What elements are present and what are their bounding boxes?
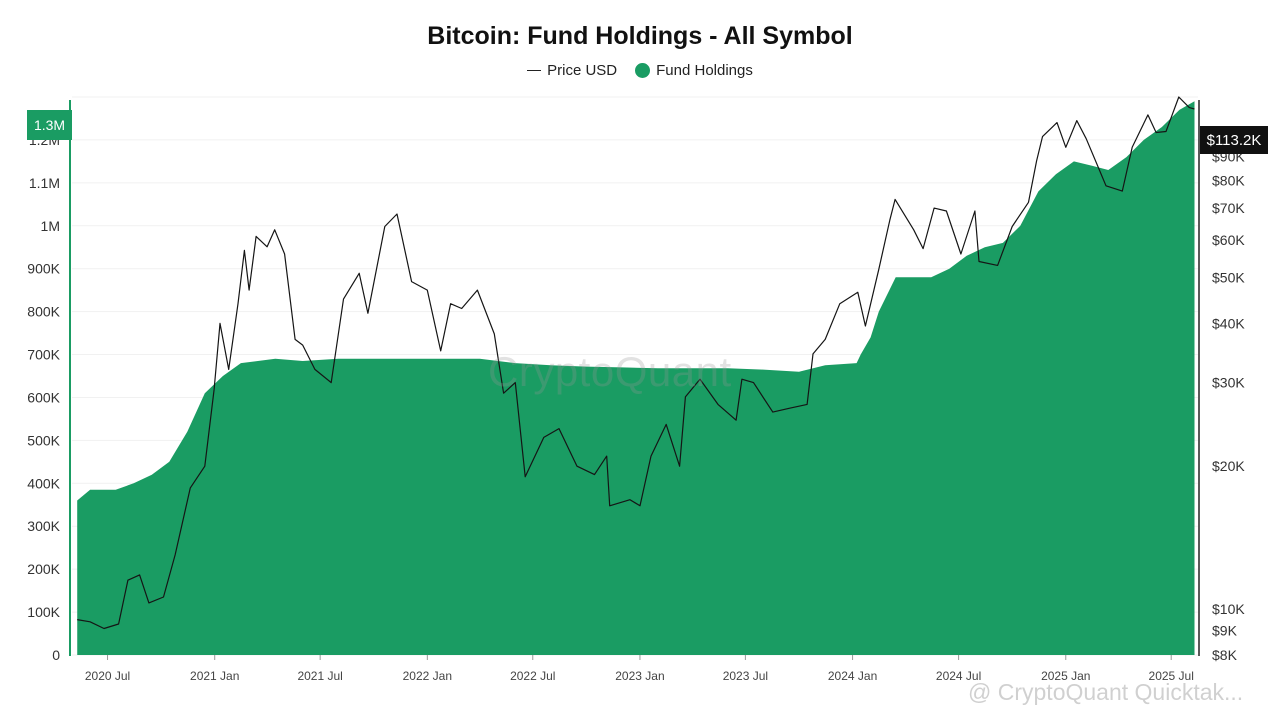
x-tick-label: 2024 Jul bbox=[936, 669, 981, 683]
x-tick-label: 2022 Jul bbox=[510, 669, 555, 683]
x-tick-label: 2023 Jul bbox=[723, 669, 768, 683]
y-left-tick-label: 600K bbox=[27, 389, 60, 405]
cryptoquant-watermark: CryptoQuant bbox=[488, 348, 732, 395]
y-left-tick-label: 500K bbox=[27, 432, 60, 448]
price-line-swatch-icon bbox=[527, 69, 542, 72]
y-left-tick-label: 300K bbox=[27, 518, 60, 534]
chart-legend: Price USD Fund Holdings bbox=[0, 62, 1280, 79]
legend-price-label: Price USD bbox=[547, 62, 618, 79]
y-left-tick-label: 900K bbox=[27, 261, 60, 277]
x-tick-label: 2022 Jan bbox=[403, 669, 452, 683]
x-tick-label: 2021 Jul bbox=[297, 669, 342, 683]
y-right-tick-label: $30K bbox=[1212, 375, 1245, 391]
y-right-tick-label: $70K bbox=[1212, 200, 1245, 216]
y-right-tick-label: $20K bbox=[1212, 458, 1245, 474]
current-price-badge: $113.2K bbox=[1200, 126, 1268, 154]
y-left-tick-label: 1M bbox=[41, 218, 60, 234]
y-right-tick-label: $10K bbox=[1212, 601, 1245, 617]
y-right-tick-label: $60K bbox=[1212, 232, 1245, 248]
footer-watermark: @ CryptoQuant Quicktak... bbox=[968, 679, 1244, 705]
y-left-tick-label: 200K bbox=[27, 561, 60, 577]
x-tick-label: 2021 Jan bbox=[190, 669, 239, 683]
y-right-tick-label: $9K bbox=[1212, 623, 1238, 639]
y-left-tick-label: 100K bbox=[27, 604, 60, 620]
y-right-tick-label: $80K bbox=[1212, 173, 1245, 189]
legend-item-price[interactable]: Price USD bbox=[527, 62, 617, 79]
x-tick-label: 2025 Jan bbox=[1041, 669, 1090, 683]
x-tick-label: 2023 Jan bbox=[615, 669, 664, 683]
y-right-tick-label: $50K bbox=[1212, 269, 1245, 285]
y-left-tick-label: 0 bbox=[52, 647, 60, 663]
x-tick-label: 2024 Jan bbox=[828, 669, 877, 683]
y-left-tick-label: 700K bbox=[27, 347, 60, 363]
legend-item-holdings[interactable]: Fund Holdings bbox=[635, 62, 753, 79]
holdings-dot-swatch-icon bbox=[635, 63, 651, 78]
y-right-tick-label: $40K bbox=[1212, 315, 1245, 331]
y-left-tick-label: 400K bbox=[27, 475, 60, 491]
y-right-tick-label: $8K bbox=[1212, 647, 1238, 663]
current-holdings-badge: 1.3M bbox=[27, 110, 72, 140]
x-tick-label: 2020 Jul bbox=[85, 669, 130, 683]
fund-holdings-area bbox=[77, 101, 1195, 656]
price-usd-line bbox=[77, 96, 1195, 630]
legend-holdings-label: Fund Holdings bbox=[656, 62, 753, 79]
x-tick-label: 2025 Jul bbox=[1149, 669, 1194, 683]
y-left-tick-label: 1.1M bbox=[29, 175, 60, 191]
y-left-tick-label: 800K bbox=[27, 304, 60, 320]
chart-title: Bitcoin: Fund Holdings - All Symbol bbox=[427, 22, 853, 50]
